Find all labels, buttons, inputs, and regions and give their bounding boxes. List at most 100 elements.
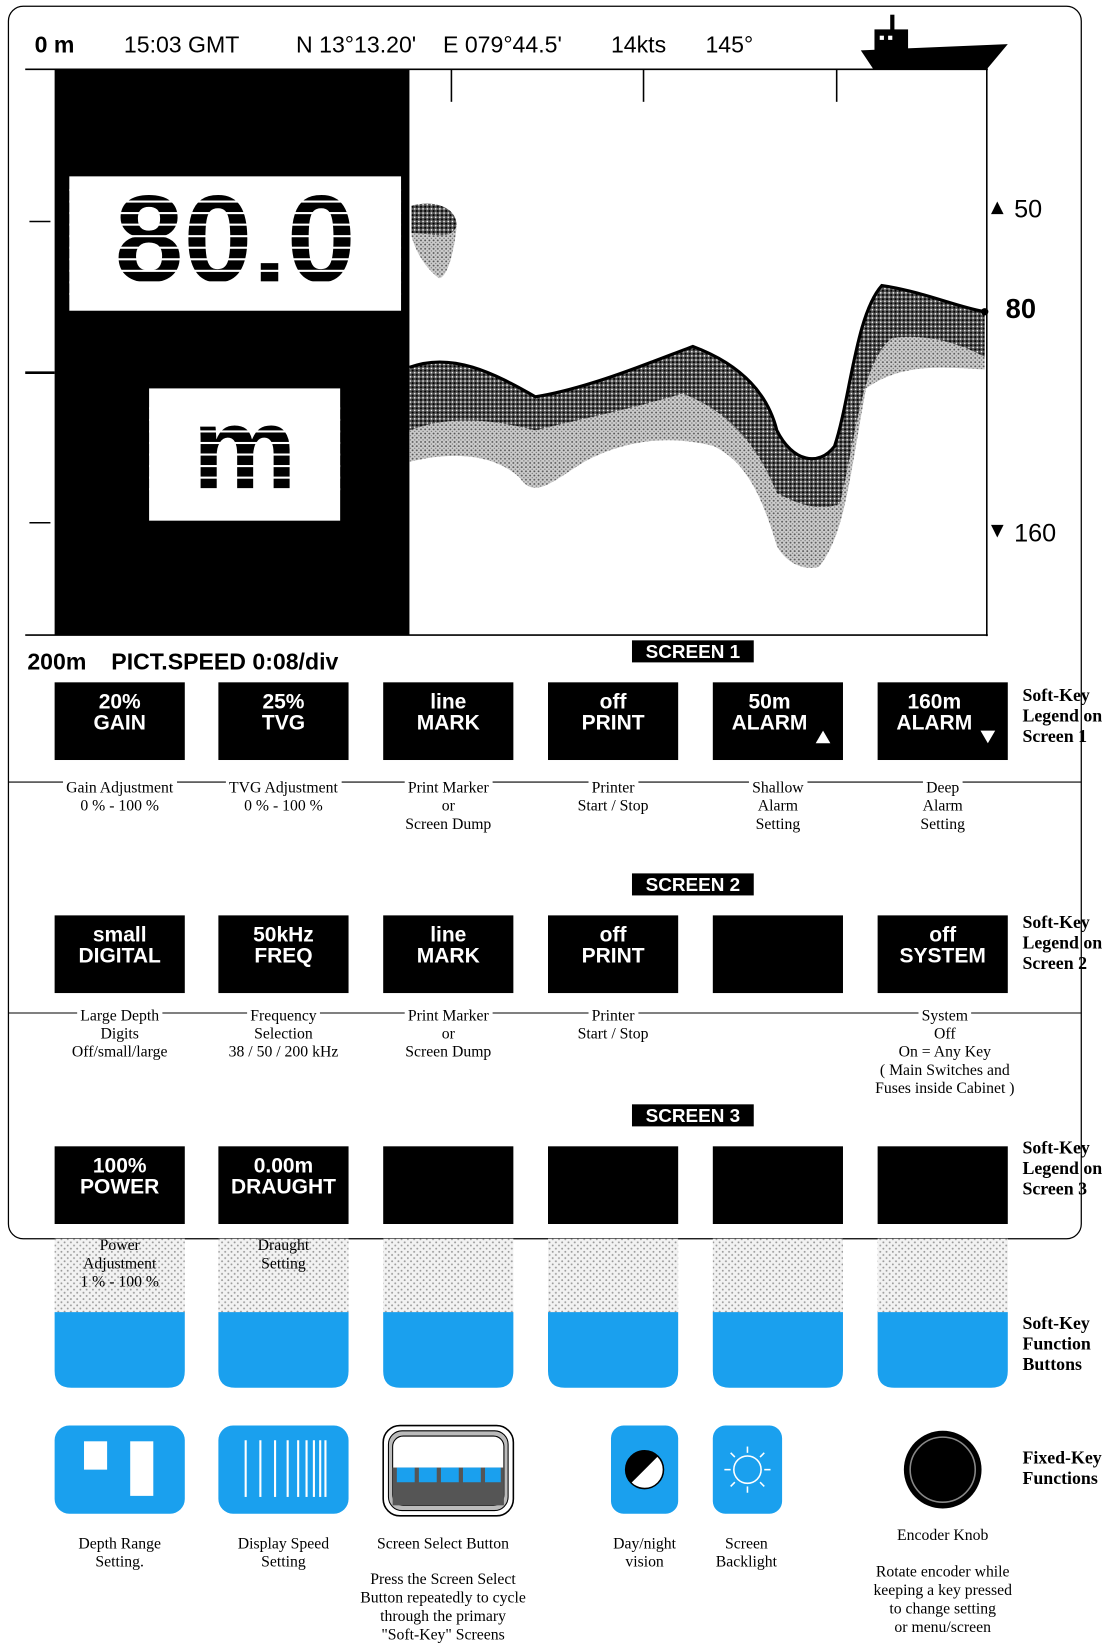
soft-key-label: 20% [99,691,141,714]
soft-key-label: ALARM [896,712,972,735]
screen-title: SCREEN 3 [646,1106,740,1127]
function-button [54,1312,185,1388]
fixed-key-label: Display Speed [238,1535,329,1552]
stripe [69,258,402,261]
status-latitude: N 13°13.20' [296,31,416,57]
soft-key [383,682,514,761]
label-gap [922,779,963,797]
function-button [877,1312,1008,1388]
soft-key [218,915,349,994]
soft-key [383,1146,514,1225]
function-buttons-legend: Buttons [1022,1354,1082,1374]
key-description: Setting [261,1255,306,1272]
function-buttons-legend: Function [1022,1333,1090,1353]
stripe [69,223,402,226]
key-description: Alarm [923,798,963,815]
soft-key [712,1146,843,1225]
key-description: Printer [592,780,636,797]
stripe [149,441,341,445]
label-gap [225,779,342,797]
fixed-key-note: "Soft-Key" Screens [381,1626,504,1643]
key-description: Gain Adjustment [66,780,174,797]
soft-key-legend: Soft-Key [1022,1138,1089,1158]
key-description: Setting [920,816,965,833]
label-gap [748,779,808,797]
fixed-key-note: Rotate encoder while [876,1564,1010,1581]
soft-key [877,1146,1008,1225]
key-description: 0 % - 100 % [244,798,323,815]
label-gap [63,779,178,797]
soft-key-legend: Soft-Key [1022,912,1089,932]
stripe [149,453,341,456]
screen-title: SCREEN 2 [646,875,740,896]
key-description: Start / Stop [578,798,649,815]
status-longitude: E 079°44.5' [443,31,562,57]
soft-key [218,1146,349,1225]
soft-key-label: TVG [262,712,305,735]
fixed-key-buttons [54,1424,982,1517]
function-buttons-legend: Soft-Key [1022,1313,1089,1333]
range-label: 200m [27,649,86,675]
fixed-keys-legend: Fixed-Key [1022,1447,1101,1467]
stripe [69,292,402,295]
soft-key-label: line [430,924,466,947]
screen-title-box [631,640,754,663]
function-button-top [54,1238,185,1315]
fixed-keys-legend: Functions [1022,1468,1097,1488]
fixed-key-label: Screen [725,1535,768,1552]
key-description: Selection [254,1026,313,1043]
label-gap [588,1007,639,1025]
key-description: Deep [926,780,959,797]
soft-key-label: MARK [417,712,480,735]
fixed-key-note: Press the Screen Select [370,1571,516,1588]
key-description: Shallow [752,780,804,797]
soft-key-label: off [600,691,628,714]
alarm-arrow [980,730,996,744]
key-description: or [442,798,456,815]
label-gap [247,1007,320,1025]
soft-key-label: 0.00m [254,1155,314,1178]
alarm-arrow [815,730,831,744]
soft-key [877,682,1008,761]
deep-alarm-label: 160 [1014,520,1056,548]
soft-key-label: 25% [262,691,304,714]
digital-depth: 80.0 [115,170,356,308]
function-button [218,1312,349,1388]
key-description: TVG Adjustment [229,780,338,797]
screen-title: SCREEN 1 [646,642,740,663]
function-button-top [877,1238,1008,1315]
stripe [69,246,402,249]
label-gap [918,1007,972,1025]
key-description: 38 / 50 / 200 kHz [229,1044,339,1061]
key-description: Printer [592,1007,636,1024]
key-description: Start / Stop [578,1026,649,1043]
soft-key [712,682,843,761]
soft-key [54,1146,185,1225]
soft-key-label: 100% [93,1155,147,1178]
stripe [149,418,341,421]
function-button [548,1312,679,1388]
key-description: Setting [756,816,801,833]
fixed-key-label: Screen Select Button [377,1535,509,1552]
soft-key-label: SYSTEM [900,945,986,968]
key-description: 0 % - 100 % [80,798,159,815]
fixed-key-note: or menu/screen [894,1619,991,1636]
soft-key [54,915,185,994]
key-description: Alarm [758,798,798,815]
soft-key-legend: Screen 3 [1022,1179,1087,1199]
status-heading: 145° [705,31,753,57]
stripe [69,212,402,215]
fixed-key-note: through the primary [380,1608,506,1625]
fixed-key-label: Setting. [95,1554,144,1571]
soft-key-legend: Legend on [1022,1158,1102,1178]
key-description: System [922,1007,968,1024]
fixed-key-note: keeping a key pressed [873,1582,1012,1599]
soft-key [877,915,1008,994]
soft-key-legend: Legend on [1022,932,1102,952]
stripe [69,235,402,238]
soft-key-label: GAIN [93,712,145,735]
fixed-key-label: Encoder Knob [897,1527,988,1544]
current-depth-label: 80 [1006,293,1036,324]
soft-key-label: DRAUGHT [231,1176,336,1199]
soft-key-label: 50m [748,691,790,714]
